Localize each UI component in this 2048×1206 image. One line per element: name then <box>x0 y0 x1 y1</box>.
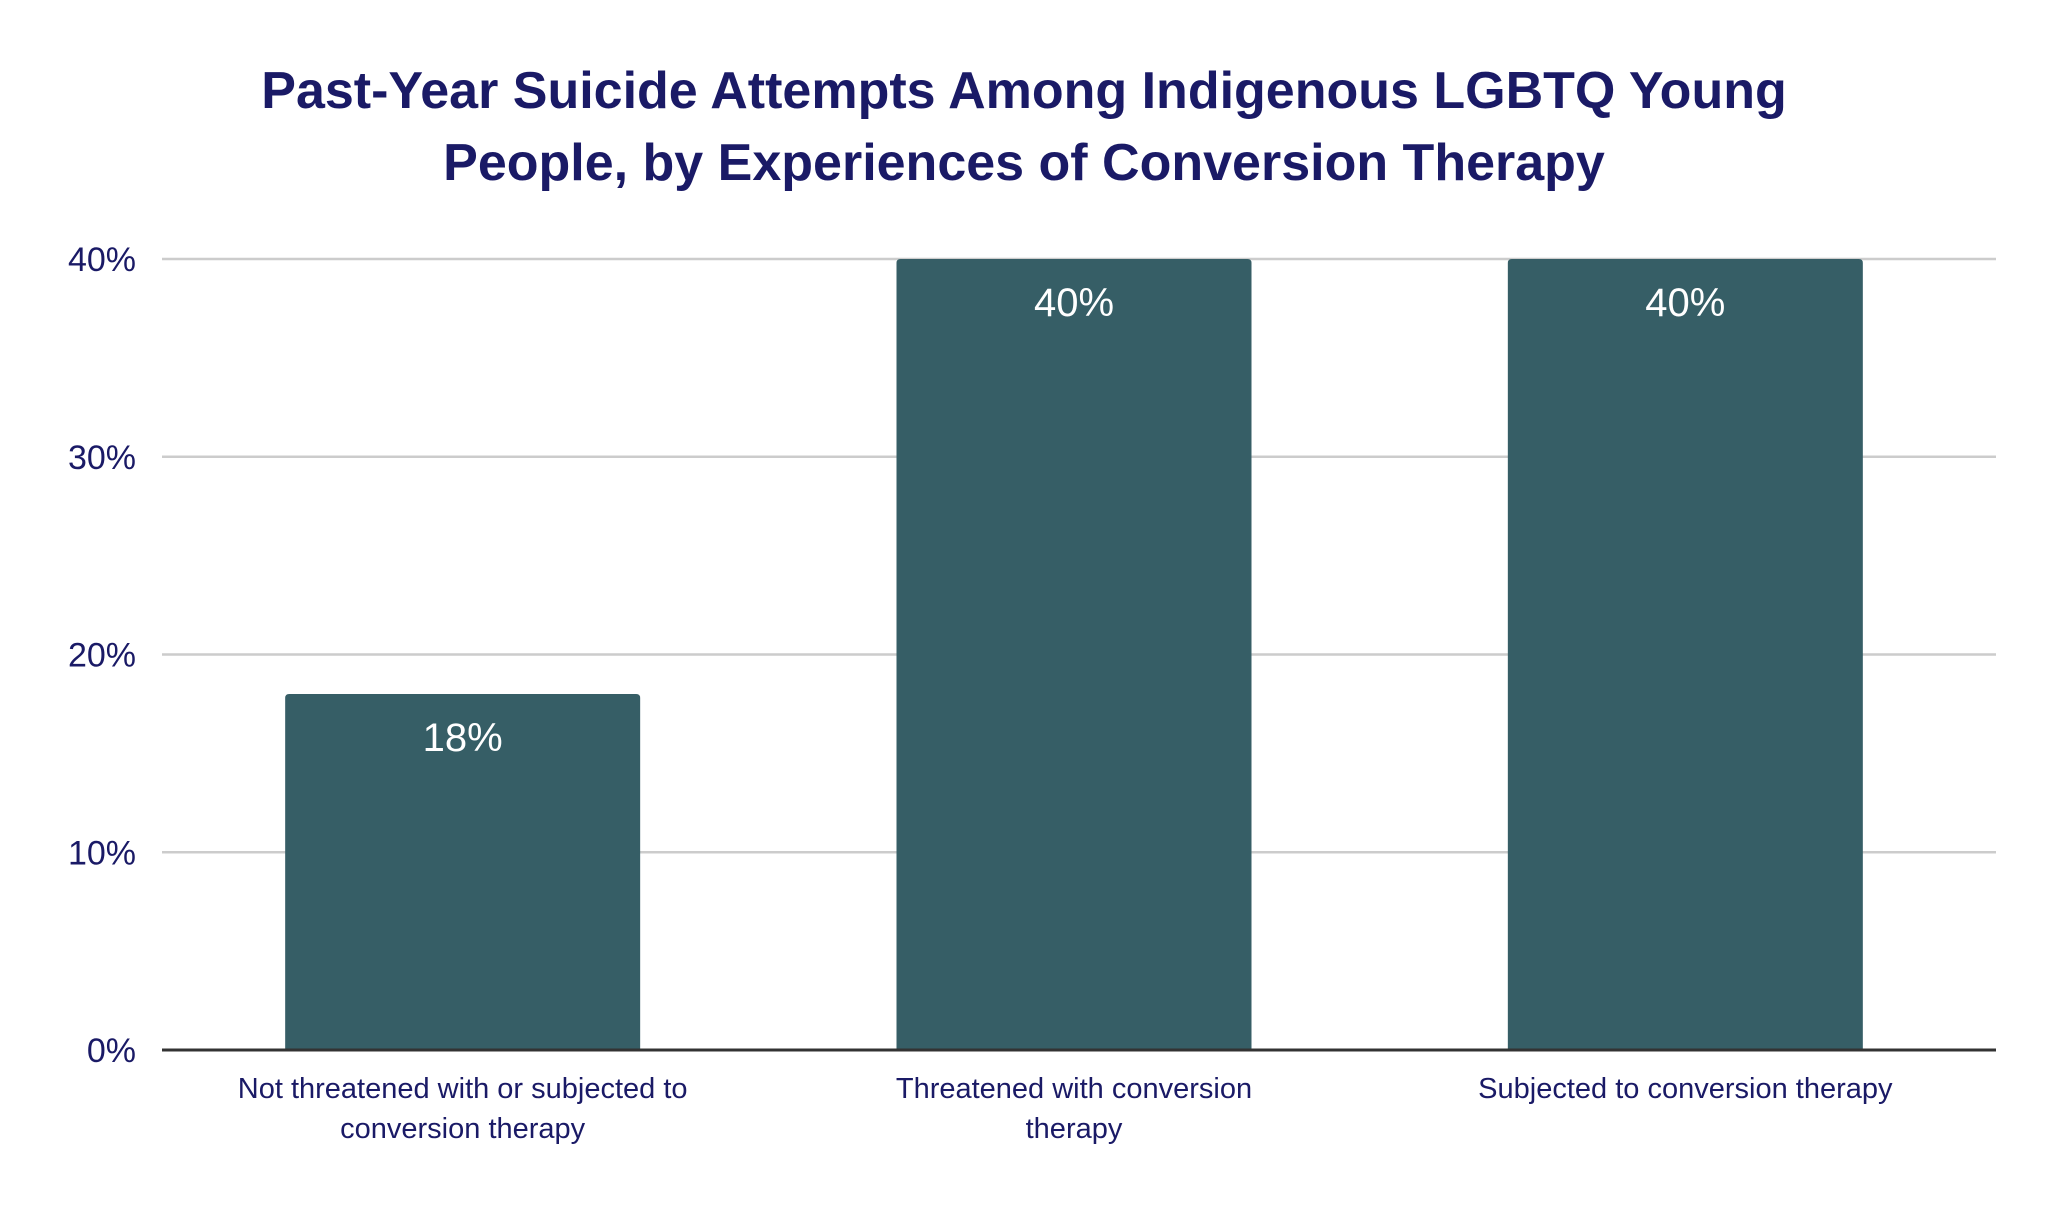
x-category-label: therapy <box>1026 1113 1123 1145</box>
bar <box>1507 259 1863 1050</box>
x-category-label: Not threatened with or subjected to <box>238 1073 688 1105</box>
y-tick-label: 30% <box>68 439 136 477</box>
chart-title-line-2: People, by Experiences of Conversion The… <box>443 134 1605 192</box>
x-category-label: conversion therapy <box>340 1113 586 1145</box>
y-tick-label: 10% <box>68 834 136 872</box>
y-tick-label: 20% <box>68 637 136 675</box>
chart-title-line-1: Past-Year Suicide Attempts Among Indigen… <box>261 62 1787 120</box>
data-label: 40% <box>1034 281 1114 325</box>
chart-title: Past-Year Suicide Attempts Among Indigen… <box>0 55 2048 199</box>
data-label: 40% <box>1645 281 1725 325</box>
x-category-label: Threatened with conversion <box>896 1073 1252 1105</box>
y-tick-label: 40% <box>68 241 136 279</box>
bar <box>896 259 1252 1050</box>
data-label: 18% <box>423 716 503 760</box>
x-category-label: Subjected to conversion therapy <box>1478 1073 1893 1105</box>
y-tick-label: 0% <box>87 1032 136 1070</box>
bar <box>285 694 641 1050</box>
